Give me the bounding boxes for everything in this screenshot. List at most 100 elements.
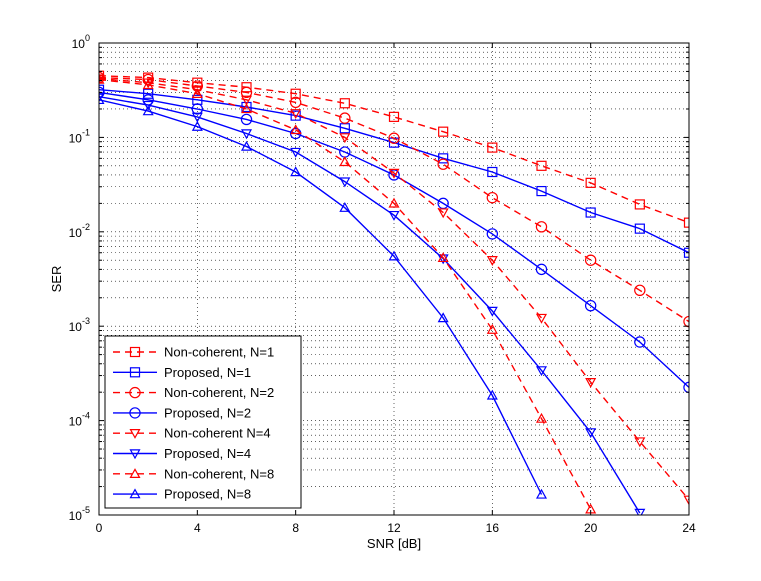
legend-entry: Non-coherent N=4 [113,426,271,441]
data-point [142,100,154,111]
data-point [191,112,203,123]
legend-label: Non-coherent, N=2 [164,385,274,400]
data-point [290,124,302,135]
data-point [142,79,154,90]
x-tick-label: 8 [292,521,299,535]
data-point [437,158,449,170]
data-point [585,207,596,218]
legend-entry: Non-coherent, N=2 [113,385,274,400]
data-point [339,112,351,124]
x-tick-label: 12 [387,521,401,535]
data-point [339,156,351,167]
data-point [487,142,498,153]
data-point [536,160,547,171]
legend: Non-coherent, N=1 Proposed, N=1 Non-cohere… [104,335,302,509]
data-point [535,488,548,499]
legend-label: Proposed, N=4 [164,446,251,461]
legend-swatch-marker [129,407,141,419]
x-tick-label: 0 [96,521,103,535]
legend-label: Proposed, N=1 [164,365,251,380]
legend-entry: Non-coherent, N=1 [113,345,274,360]
data-point [634,437,646,448]
series-line [99,99,543,495]
data-point [486,389,498,400]
series-1 [99,70,689,228]
data-point [437,208,449,219]
data-point [143,88,154,99]
legend-label: Proposed, N=2 [164,405,251,420]
data-point [240,140,253,151]
data-point [388,111,400,122]
data-point [290,147,302,158]
data-point [388,132,400,144]
data-point [634,223,645,234]
data-point [683,217,689,228]
x-axis-label: SNR [dB] [367,536,421,551]
legend-swatch-marker [129,346,141,358]
x-tick-label: 20 [584,521,598,535]
legend-entry: Proposed, N=4 [113,446,251,461]
data-point [388,168,400,179]
legend-box [104,335,302,509]
legend-swatch-marker [129,367,141,378]
series-layer [99,70,689,515]
legend-label: Non-coherent, N=8 [164,466,274,481]
x-tick-label: 16 [486,521,500,535]
legend-entry: Proposed, N=8 [113,487,251,502]
data-point [437,254,449,265]
data-point [240,103,253,114]
series-line [99,89,689,254]
data-point [634,336,646,348]
legend-entry: Proposed, N=2 [113,405,251,420]
data-point [486,191,499,204]
series-6 [99,92,646,515]
data-point [634,508,646,515]
data-point [437,312,449,323]
data-point [240,95,253,106]
data-point [535,366,548,377]
data-point [437,252,449,263]
grid-lines [99,43,689,515]
data-point [191,103,204,115]
legend-label: Non-coherent N=4 [164,426,271,441]
data-point [535,412,548,423]
data-point [634,199,645,210]
x-tick-label: 24 [682,521,696,535]
legend-label: Non-coherent, N=1 [164,345,274,360]
data-point [191,85,203,96]
x-tick-label: 4 [194,521,201,535]
data-point [536,185,547,197]
data-point [486,256,498,266]
data-point [339,177,351,188]
data-point [290,88,301,99]
data-point [339,98,350,109]
data-point [487,166,498,178]
legend-swatch-marker [129,386,141,399]
data-point [240,86,253,99]
data-point [585,177,596,188]
data-point [683,247,689,258]
data-point [584,299,597,312]
data-point [142,78,154,89]
data-point [585,378,597,388]
data-point [99,73,105,84]
data-point [486,323,498,334]
data-point [99,92,105,103]
data-point [142,105,154,116]
series-line [99,78,592,510]
legend-label: Proposed, N=8 [164,487,251,502]
data-point [486,306,498,317]
data-point [290,166,302,177]
data-point [438,126,449,137]
legend-swatch-marker [129,449,141,460]
data-point [388,197,400,208]
data-point [240,129,253,140]
y-tick-label: 10-1 [69,127,90,145]
y-tick-label: 10-3 [69,316,90,334]
data-point [683,495,689,506]
y-tick-label: 10-5 [69,505,90,523]
legend-swatch-marker [129,429,141,439]
series-line [99,96,641,514]
data-point [191,120,203,131]
